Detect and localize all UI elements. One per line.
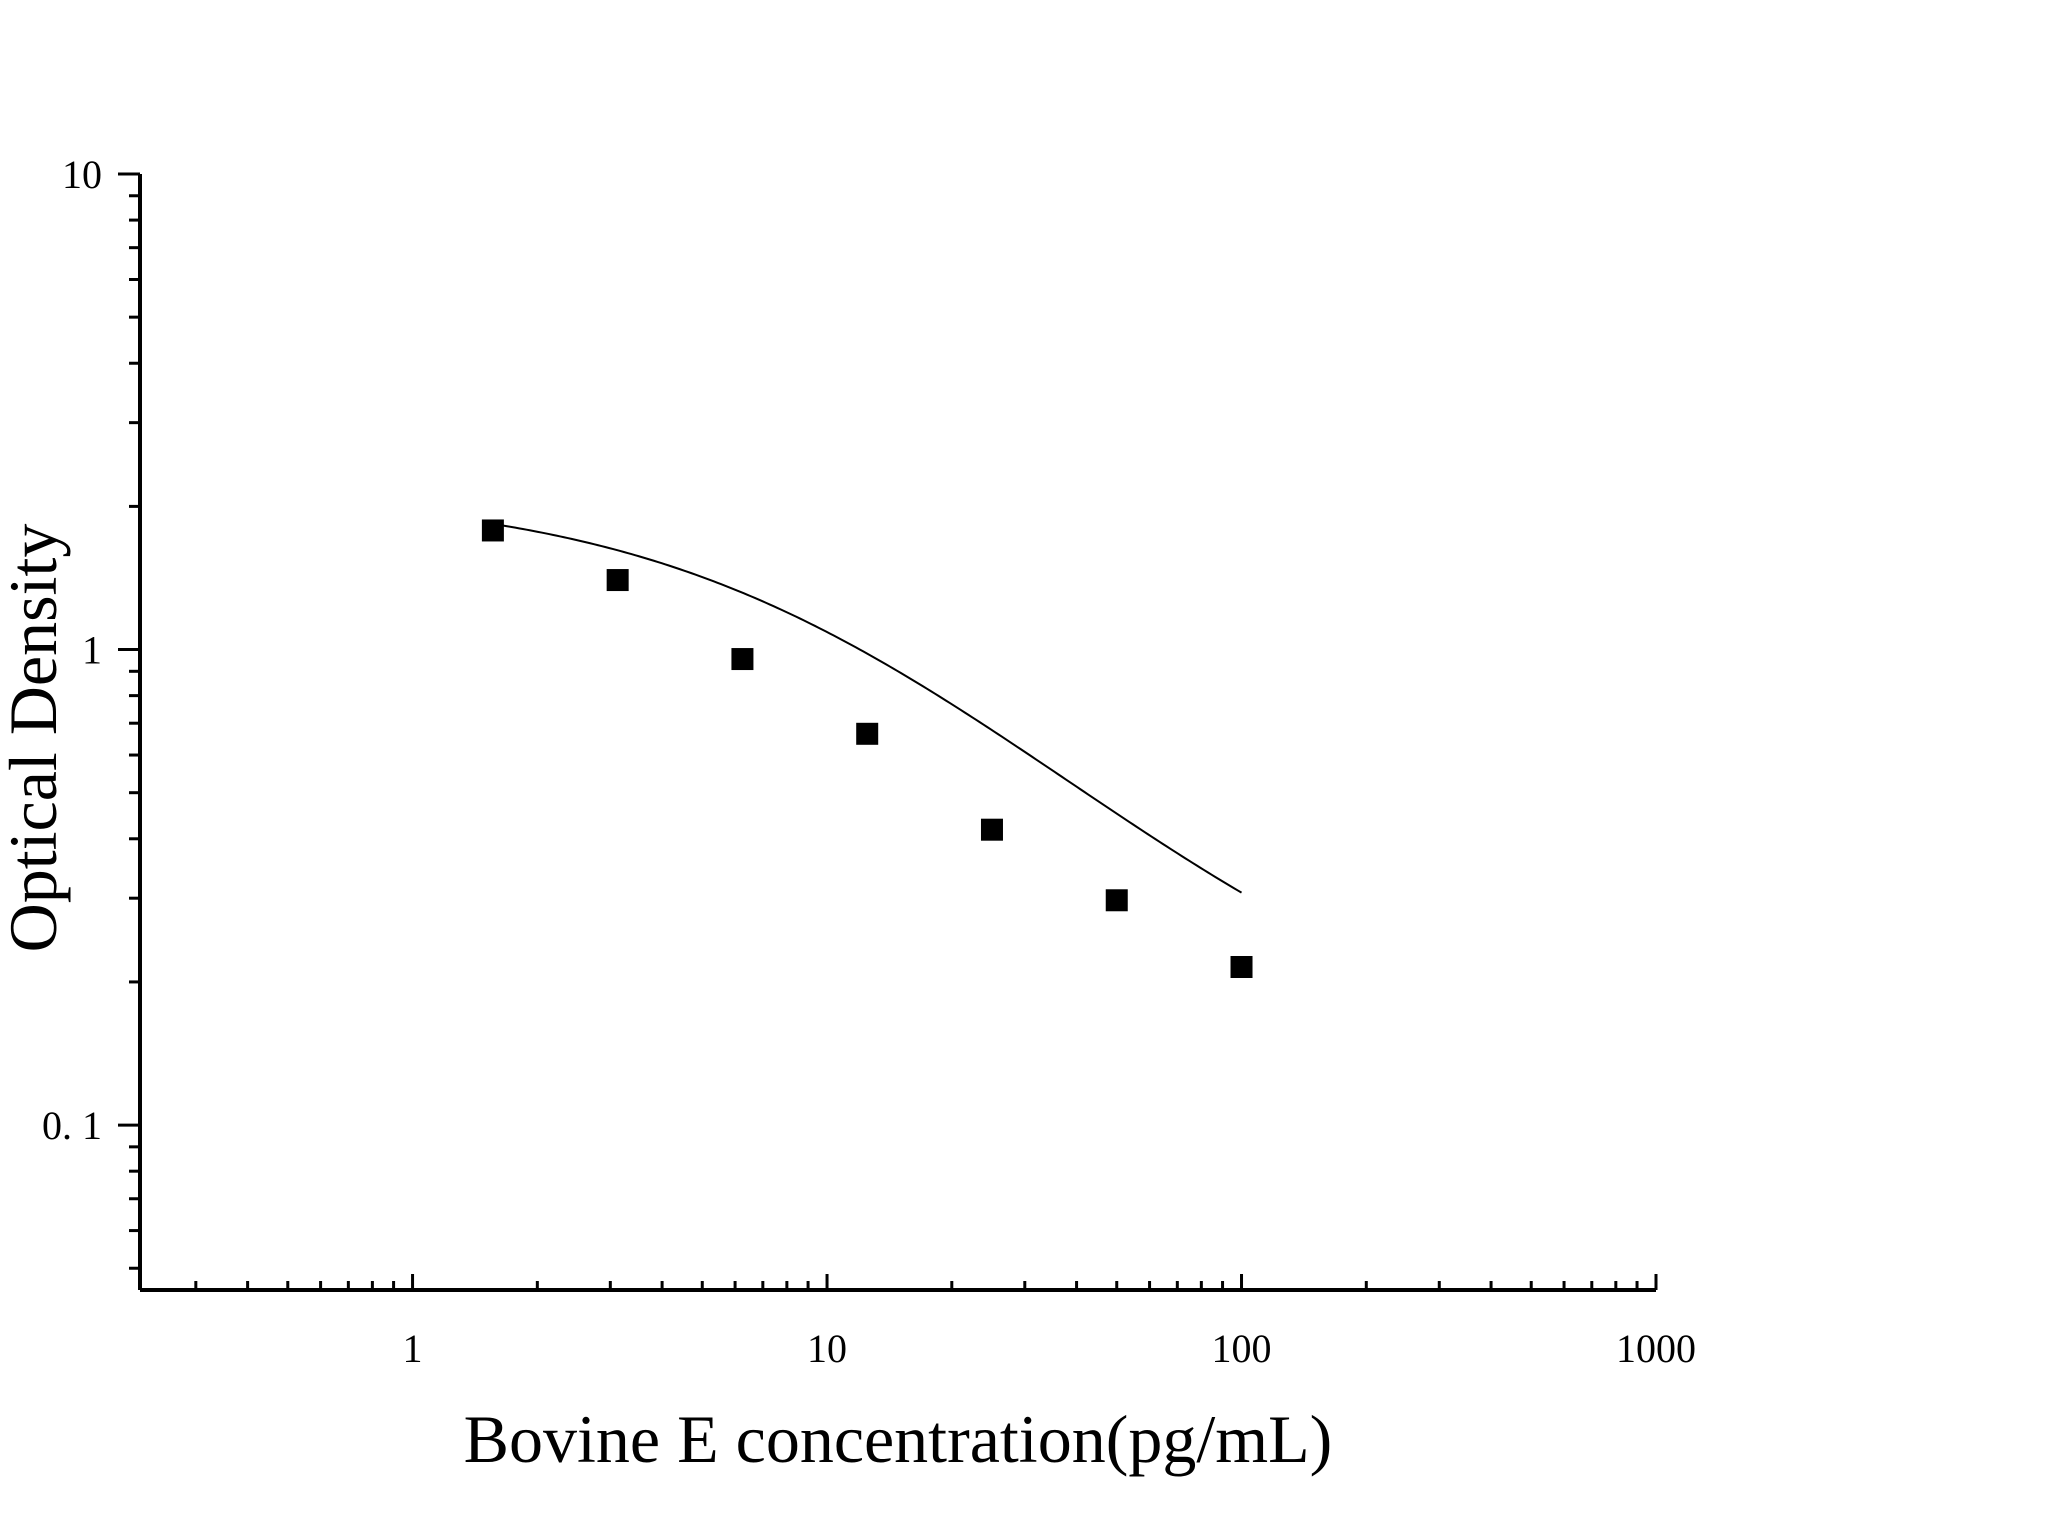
data-point: [980, 818, 1003, 841]
ticks: [118, 172, 1658, 1290]
data-point: [856, 722, 879, 745]
data-point: [606, 569, 629, 592]
tick-labels: 1 10 100 1000 0. 1 1 10: [42, 152, 1696, 1371]
data-points: [481, 519, 1253, 978]
y-tick-label: 1: [82, 628, 102, 673]
data-point: [1105, 889, 1128, 912]
y-tick-label: 0. 1: [42, 1103, 102, 1148]
axes: [138, 174, 1656, 1292]
x-axis-title: Bovine E concentration(pg/mL): [464, 1401, 1333, 1477]
y-axis-title: Optical Density: [0, 524, 71, 953]
data-point: [1230, 955, 1253, 978]
x-tick-label: 1: [403, 1326, 423, 1371]
x-tick-label: 1000: [1616, 1326, 1696, 1371]
x-tick-label: 10: [807, 1326, 847, 1371]
fit-curve-layer: [492, 522, 1243, 894]
x-tick-label: 100: [1212, 1326, 1272, 1371]
data-point: [481, 519, 504, 542]
fit-curve: [492, 522, 1243, 894]
y-tick-label: 10: [62, 152, 102, 197]
data-point: [731, 648, 754, 671]
